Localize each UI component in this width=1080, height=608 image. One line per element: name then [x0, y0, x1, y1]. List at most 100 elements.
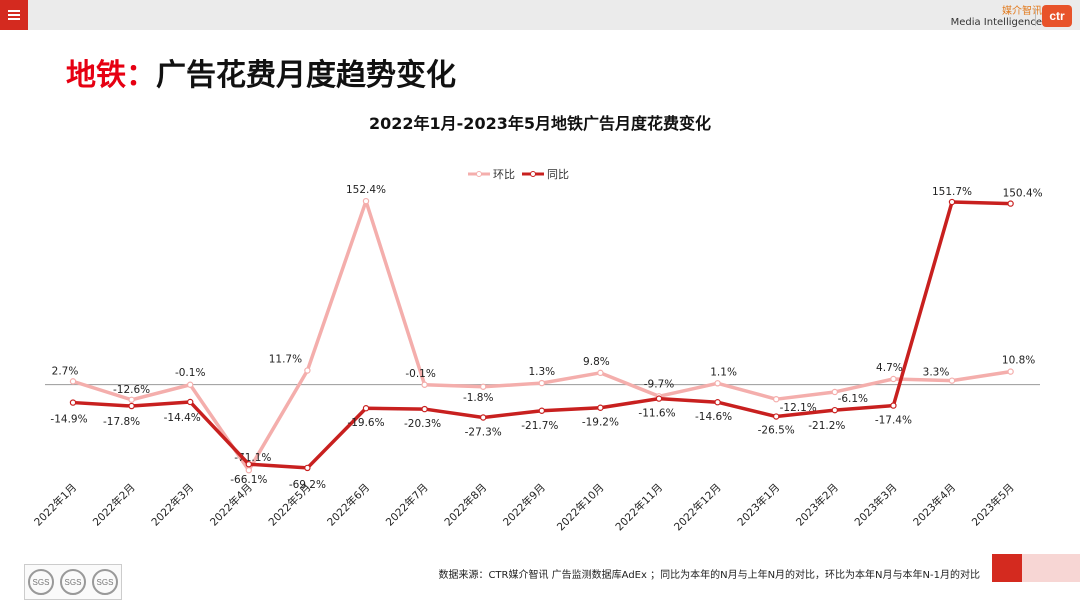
data-point — [69, 399, 77, 406]
data-point — [655, 395, 663, 402]
footer-red-block — [992, 554, 1022, 582]
data-point — [1007, 200, 1014, 207]
data-label: -12.1% — [780, 402, 817, 414]
data-label: -66.1% — [230, 474, 267, 486]
x-tick-label: 2023年4月 — [910, 481, 958, 529]
x-tick-label: 2022年10月 — [554, 481, 606, 533]
data-point — [948, 198, 956, 206]
chart-title: 2022年1月-2023年5月地铁广告月度花费变化 — [369, 114, 711, 133]
x-tick-label: 2022年8月 — [442, 481, 490, 529]
data-point — [597, 369, 604, 377]
data-label: -11.6% — [638, 408, 675, 420]
data-label: -9.7% — [644, 378, 674, 390]
x-tick-label: 2022年4月 — [207, 481, 255, 529]
sgs-seal-icon: SGS — [60, 569, 86, 595]
x-tick-label: 2023年3月 — [852, 481, 900, 529]
menu-button[interactable] — [0, 0, 28, 30]
data-label: -20.3% — [404, 418, 441, 430]
data-point — [186, 381, 194, 388]
x-tick-label: 2022年3月 — [149, 481, 197, 529]
top-bar: 媒介智讯 Media Intelligence ctr — [0, 0, 1080, 30]
data-point — [538, 407, 546, 414]
data-point — [421, 381, 428, 388]
data-label: 152.4% — [346, 184, 386, 196]
brand-name-cn: 媒介智讯 — [1002, 6, 1042, 17]
data-point — [714, 399, 721, 406]
data-label: -14.4% — [164, 412, 201, 424]
data-source-note: 数据来源：CTR媒介智讯 广告监测数据库AdEx ；同比为本年的N月与上年N月的… — [438, 570, 980, 581]
data-label: 150.4% — [1003, 188, 1043, 200]
x-tick-label: 2023年5月 — [969, 481, 1017, 529]
x-tick-label: 2022年1月 — [31, 481, 79, 529]
legend-marker-2 — [530, 171, 536, 177]
x-tick-label: 2022年9月 — [500, 481, 548, 529]
data-point — [421, 405, 428, 413]
x-tick-label: 2022年11月 — [613, 481, 665, 533]
data-point — [948, 377, 956, 384]
data-point — [890, 402, 897, 409]
data-point — [128, 402, 135, 410]
data-point — [773, 413, 780, 420]
footer: SGS SGS SGS 数据来源：CTR媒介智讯 广告监测数据库AdEx ；同比… — [0, 552, 1080, 608]
data-label: 3.3% — [923, 367, 950, 379]
brand-name-en: Media Intelligence — [950, 17, 1042, 28]
data-label: 11.7% — [269, 354, 302, 366]
data-label: -12.6% — [113, 384, 150, 396]
certification-badges: SGS SGS SGS — [24, 564, 122, 600]
data-point — [304, 367, 311, 374]
data-label: 1.3% — [528, 366, 555, 378]
data-label: 151.7% — [932, 186, 972, 198]
data-label: -0.1% — [405, 368, 435, 380]
x-tick-label: 2022年7月 — [383, 481, 431, 529]
data-point — [1007, 368, 1014, 375]
hamburger-menu-icon — [8, 10, 20, 20]
data-label: -17.8% — [103, 416, 140, 428]
data-label: -6.1% — [838, 393, 868, 405]
data-point — [538, 379, 546, 387]
footer-pink-block — [1022, 554, 1080, 582]
data-label: -69.2% — [289, 479, 326, 491]
data-label: -14.9% — [50, 414, 87, 426]
sgs-seal-label: SGS — [96, 577, 114, 587]
data-point — [304, 464, 311, 472]
data-point — [362, 197, 370, 205]
line-chart: 环比 同比 2.7% -12.6% -0.1% -71.1% 11.7% 152.4% -0.1… — [31, 168, 1043, 533]
data-point — [831, 388, 839, 396]
data-label: -0.1% — [175, 367, 205, 379]
data-point — [362, 405, 370, 412]
data-point — [480, 414, 487, 421]
data-label: 4.7% — [876, 362, 903, 374]
data-label: -17.4% — [875, 415, 912, 427]
data-point — [245, 460, 252, 468]
data-point — [480, 383, 487, 390]
sgs-seal-icon: SGS — [28, 569, 54, 595]
data-label: -26.5% — [758, 425, 795, 437]
x-tick-label: 2023年1月 — [735, 481, 783, 529]
brand-text: 媒介智讯 Media Intelligence — [951, 6, 1042, 28]
legend-marker-1 — [476, 171, 482, 177]
data-label: -71.1% — [234, 452, 271, 464]
data-point — [890, 375, 897, 383]
data-point — [597, 404, 604, 411]
data-label: 1.1% — [710, 366, 737, 378]
data-point — [714, 380, 721, 387]
data-point — [773, 395, 780, 403]
data-label: 9.8% — [583, 356, 610, 368]
data-label: -19.6% — [347, 417, 384, 429]
data-label: 10.8% — [1002, 355, 1035, 367]
data-label: -21.7% — [521, 420, 558, 432]
data-label: -21.2% — [808, 420, 845, 432]
data-point — [245, 467, 252, 474]
legend-label-2: 同比 — [547, 168, 569, 181]
x-tick-label: 2023年2月 — [793, 481, 841, 529]
page-title-main: 广告花费月度趋势变化 — [156, 58, 456, 93]
data-label: -1.8% — [463, 392, 493, 404]
sgs-seal-label: SGS — [32, 577, 50, 587]
data-point — [186, 398, 194, 406]
x-tick-label: 2022年6月 — [324, 481, 372, 529]
ctr-logo: ctr — [1042, 5, 1072, 27]
data-label: -27.3% — [465, 426, 502, 438]
data-label: -14.6% — [695, 411, 732, 423]
sgs-seal-icon: SGS — [92, 569, 118, 595]
sgs-seal-label: SGS — [64, 577, 82, 587]
